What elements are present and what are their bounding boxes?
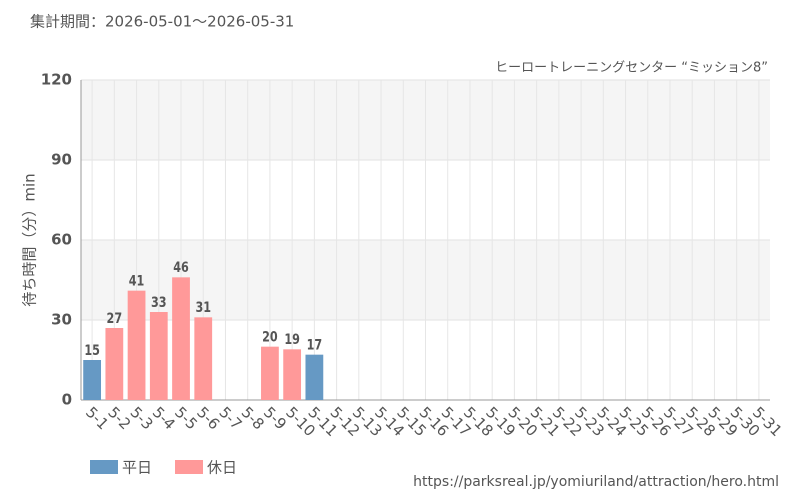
bar	[305, 354, 324, 400]
legend-label: 平日	[122, 459, 152, 477]
y-axis-label: 待ち時間（分）min	[21, 173, 39, 306]
bar	[283, 349, 302, 400]
value-label: 46	[173, 259, 189, 276]
value-label: 17	[307, 336, 323, 353]
source-url: https://parksreal.jp/yomiuriland/attract…	[413, 474, 779, 490]
bar	[83, 360, 102, 400]
y-tick-label: 60	[51, 231, 72, 249]
value-label: 41	[129, 272, 145, 289]
chart-title: 集計期間：2026-05-01～2026-05-31	[30, 13, 294, 31]
y-tick-label: 120	[41, 71, 72, 89]
y-tick-label: 0	[62, 391, 72, 409]
value-label: 27	[107, 310, 123, 327]
y-tick-label: 30	[51, 311, 72, 329]
bar	[127, 290, 146, 400]
value-label: 33	[151, 294, 167, 311]
bar	[194, 317, 213, 400]
y-tick-label: 90	[51, 151, 72, 169]
bar	[172, 277, 190, 400]
bar	[105, 328, 124, 400]
legend-swatch	[175, 460, 203, 474]
value-label: 31	[195, 299, 211, 316]
value-label: 20	[262, 328, 278, 345]
bar	[149, 312, 168, 400]
chart-subtitle: ヒーロートレーニングセンター “ミッション8”	[495, 61, 768, 76]
legend-swatch	[90, 460, 118, 474]
value-label: 19	[284, 331, 300, 348]
legend-label: 休日	[207, 459, 237, 477]
value-label: 15	[84, 342, 100, 359]
bar	[261, 346, 279, 400]
